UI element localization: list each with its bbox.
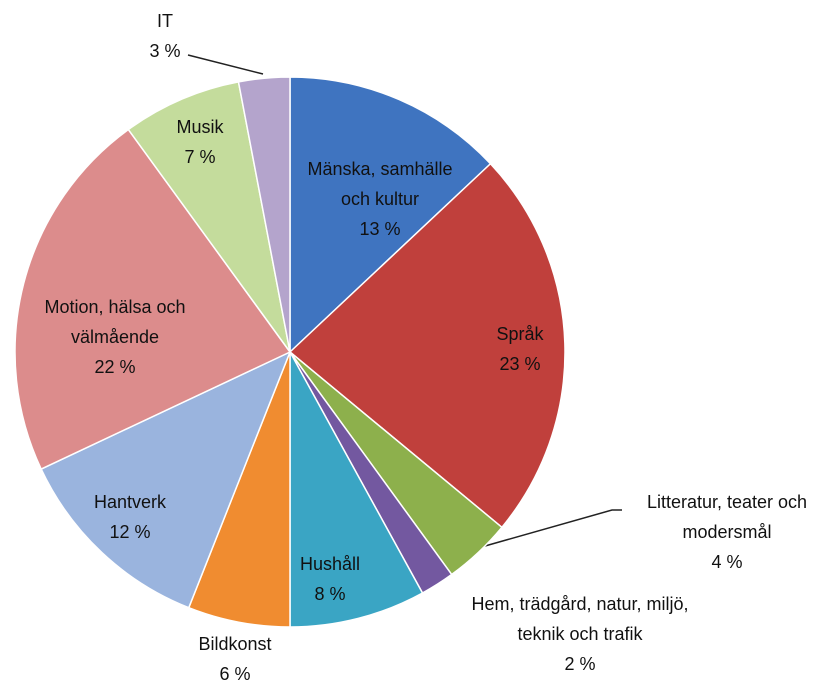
slice-label: Litteratur, teater och modersmål — [647, 492, 807, 542]
slice-label: Språk — [496, 324, 544, 344]
slice-label: IT — [157, 11, 173, 31]
pie-slice — [127, 80, 291, 353]
value-label: 6 % — [219, 664, 250, 682]
slice-label: Hushåll — [300, 554, 360, 574]
leader-line — [477, 509, 622, 549]
pie-slice — [237, 76, 291, 353]
pie-slice — [288, 162, 566, 529]
value-label: 2 % — [564, 654, 595, 674]
slice-label: Motion, hälsa och välmående — [44, 297, 185, 347]
pie-slice — [289, 351, 424, 628]
value-label: 3 % — [149, 41, 180, 61]
pie-slice — [289, 76, 492, 354]
slice-label: Bildkonst — [198, 634, 271, 654]
slice-label: Musik — [176, 117, 224, 137]
slice-label: Hem, trädgård, natur, miljö, teknik och t… — [471, 594, 688, 644]
value-label: 13 % — [359, 219, 400, 239]
leader-line — [187, 54, 264, 75]
value-label: 23 % — [499, 354, 540, 374]
value-label: 12 % — [109, 522, 150, 542]
pie-slice — [40, 350, 292, 609]
slice-label: Mänska, samhälle och kultur — [307, 159, 452, 209]
value-label: 7 % — [184, 147, 215, 167]
value-label: 4 % — [711, 552, 742, 572]
pie-slice — [14, 128, 292, 471]
value-label: 8 % — [314, 584, 345, 604]
slice-label: Hantverk — [94, 492, 167, 512]
value-label: 22 % — [94, 357, 135, 377]
